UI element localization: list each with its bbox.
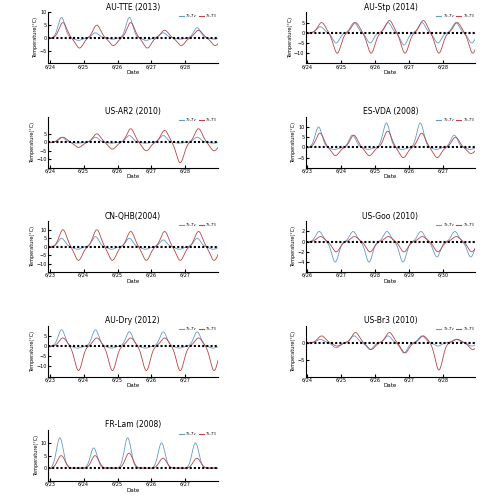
X-axis label: Date: Date bbox=[384, 383, 397, 388]
X-axis label: Date: Date bbox=[126, 70, 139, 75]
Title: AU-TTE (2013): AU-TTE (2013) bbox=[106, 2, 160, 11]
X-axis label: Date: Date bbox=[126, 279, 139, 284]
Title: FR-Lam (2008): FR-Lam (2008) bbox=[105, 421, 161, 430]
Title: US-Goo (2010): US-Goo (2010) bbox=[362, 211, 419, 221]
Title: AU-Dry (2012): AU-Dry (2012) bbox=[106, 316, 160, 325]
X-axis label: Date: Date bbox=[384, 174, 397, 179]
Legend: $T_s$-$T_z$, $T_s$-$T_0$: $T_s$-$T_z$, $T_s$-$T_0$ bbox=[436, 221, 475, 229]
Title: AU-Stp (2014): AU-Stp (2014) bbox=[363, 2, 418, 11]
Legend: $T_s$-$T_z$, $T_s$-$T_0$: $T_s$-$T_z$, $T_s$-$T_0$ bbox=[178, 430, 217, 438]
Y-axis label: Temperature(°C): Temperature(°C) bbox=[30, 226, 35, 267]
X-axis label: Date: Date bbox=[384, 279, 397, 284]
X-axis label: Date: Date bbox=[384, 70, 397, 75]
Y-axis label: Temperature(°C): Temperature(°C) bbox=[291, 226, 296, 267]
Legend: $T_s$-$T_z$, $T_s$-$T_0$: $T_s$-$T_z$, $T_s$-$T_0$ bbox=[178, 12, 217, 20]
Y-axis label: Temperature(°C): Temperature(°C) bbox=[288, 17, 292, 59]
Legend: $T_s$-$T_z$, $T_s$-$T_0$: $T_s$-$T_z$, $T_s$-$T_0$ bbox=[178, 221, 217, 229]
Legend: $T_s$-$T_z$, $T_s$-$T_0$: $T_s$-$T_z$, $T_s$-$T_0$ bbox=[436, 12, 475, 20]
Y-axis label: Temperature(°C): Temperature(°C) bbox=[34, 435, 39, 476]
Y-axis label: Temperature(°C): Temperature(°C) bbox=[291, 331, 296, 372]
Y-axis label: Temperature(°C): Temperature(°C) bbox=[33, 17, 38, 59]
Y-axis label: Temperature(°C): Temperature(°C) bbox=[30, 331, 35, 372]
Legend: $T_s$-$T_z$, $T_s$-$T_0$: $T_s$-$T_z$, $T_s$-$T_0$ bbox=[178, 117, 217, 125]
Legend: $T_s$-$T_z$, $T_s$-$T_0$: $T_s$-$T_z$, $T_s$-$T_0$ bbox=[178, 325, 217, 334]
Legend: $T_s$-$T_z$, $T_s$-$T_0$: $T_s$-$T_z$, $T_s$-$T_0$ bbox=[436, 325, 475, 334]
Title: CN-QHB(2004): CN-QHB(2004) bbox=[105, 211, 161, 221]
Y-axis label: Temperature(°C): Temperature(°C) bbox=[291, 122, 296, 163]
X-axis label: Date: Date bbox=[126, 488, 139, 493]
Title: US-AR2 (2010): US-AR2 (2010) bbox=[105, 107, 161, 116]
X-axis label: Date: Date bbox=[126, 174, 139, 179]
X-axis label: Date: Date bbox=[126, 383, 139, 388]
Title: ES-VDA (2008): ES-VDA (2008) bbox=[362, 107, 418, 116]
Legend: $T_s$-$T_z$, $T_s$-$T_0$: $T_s$-$T_z$, $T_s$-$T_0$ bbox=[436, 117, 475, 125]
Y-axis label: Temperature(°C): Temperature(°C) bbox=[30, 122, 35, 163]
Title: US-Br3 (2010): US-Br3 (2010) bbox=[364, 316, 417, 325]
